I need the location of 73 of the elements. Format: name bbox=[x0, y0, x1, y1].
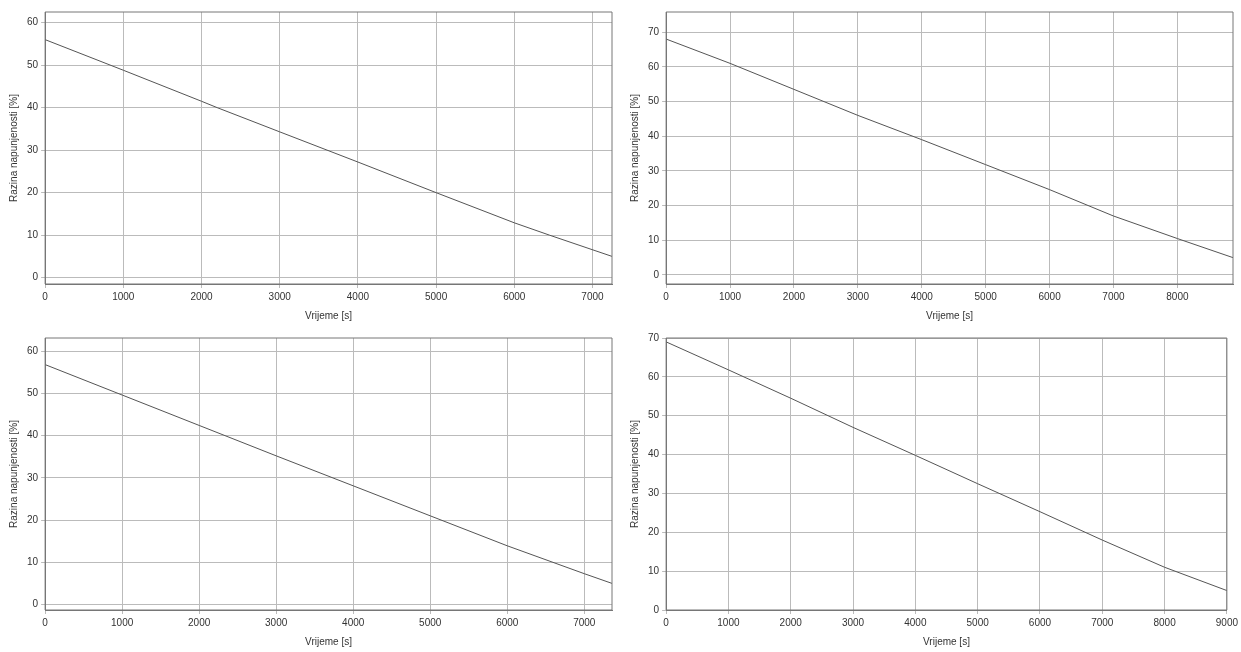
x-tick-label: 1000 bbox=[111, 616, 134, 628]
x-axis-title: Vrijeme [s] bbox=[305, 309, 353, 321]
x-tick-label: 8000 bbox=[1166, 290, 1189, 302]
y-tick-label: 30 bbox=[648, 487, 660, 499]
x-tick-label: 0 bbox=[663, 616, 670, 628]
y-tick-label: 10 bbox=[27, 228, 39, 240]
y-tick-label: 20 bbox=[648, 199, 660, 211]
x-tick-label: 1000 bbox=[718, 290, 742, 302]
x-tick-label: 8000 bbox=[1153, 616, 1177, 628]
y-tick-label: 70 bbox=[648, 331, 660, 343]
x-tick-label: 4000 bbox=[904, 616, 927, 628]
y-axis-title: Razina napunjenosti [%] bbox=[7, 93, 19, 202]
y-tick-label: 50 bbox=[648, 95, 660, 107]
x-tick-label: 4000 bbox=[346, 290, 370, 302]
y-tick-label: 10 bbox=[648, 564, 660, 576]
x-tick-label: 6000 bbox=[1038, 290, 1062, 302]
x-tick-label: 0 bbox=[42, 616, 49, 628]
y-tick-label: 20 bbox=[27, 186, 39, 198]
x-tick-label: 4000 bbox=[342, 616, 365, 628]
y-tick-label: 40 bbox=[27, 429, 39, 441]
x-tick-label: 7000 bbox=[1102, 290, 1126, 302]
x-tick-label: 7000 bbox=[573, 616, 596, 628]
x-tick-label: 6000 bbox=[1028, 616, 1052, 628]
y-tick-label: 70 bbox=[648, 25, 660, 37]
x-tick-label: 4000 bbox=[910, 290, 934, 302]
x-tick-label: 3000 bbox=[841, 616, 865, 628]
x-tick-label: 5000 bbox=[424, 290, 448, 302]
x-tick-label: 2000 bbox=[779, 616, 803, 628]
y-tick-label: 40 bbox=[27, 101, 39, 113]
y-axis-title: Razina napunjenosti [%] bbox=[628, 93, 640, 202]
x-tick-label: 5000 bbox=[966, 616, 990, 628]
y-tick-label: 40 bbox=[648, 129, 660, 141]
x-axis-title: Vrijeme [s] bbox=[926, 309, 974, 321]
x-tick-label: 0 bbox=[663, 290, 670, 302]
x-tick-label: 9000 bbox=[1215, 616, 1239, 628]
x-tick-label: 1000 bbox=[717, 616, 740, 628]
x-tick-label: 2000 bbox=[782, 290, 806, 302]
x-tick-label: 2000 bbox=[188, 616, 211, 628]
y-tick-label: 60 bbox=[27, 344, 39, 356]
x-tick-label: 1000 bbox=[112, 290, 135, 302]
x-tick-label: 6000 bbox=[496, 616, 519, 628]
y-tick-label: 30 bbox=[27, 471, 39, 483]
y-tick-label: 10 bbox=[648, 234, 660, 246]
x-tick-label: 3000 bbox=[265, 616, 288, 628]
x-axis-title: Vrijeme [s] bbox=[305, 635, 353, 647]
x-tick-label: 7000 bbox=[581, 290, 605, 302]
y-tick-label: 30 bbox=[27, 143, 39, 155]
x-tick-label: 3000 bbox=[846, 290, 870, 302]
y-tick-label: 30 bbox=[648, 164, 660, 176]
y-tick-label: 0 bbox=[32, 271, 39, 283]
y-tick-label: 20 bbox=[27, 513, 39, 525]
x-tick-label: 2000 bbox=[190, 290, 214, 302]
y-tick-label: 0 bbox=[653, 268, 660, 280]
y-tick-label: 50 bbox=[27, 58, 39, 70]
y-tick-label: 20 bbox=[648, 526, 660, 538]
x-tick-label: 7000 bbox=[1091, 616, 1114, 628]
x-tick-label: 3000 bbox=[268, 290, 292, 302]
y-axis-title: Razina napunjenosti [%] bbox=[628, 419, 640, 528]
y-tick-label: 50 bbox=[27, 387, 39, 399]
y-tick-label: 40 bbox=[648, 448, 660, 460]
x-axis-title: Vrijeme [s] bbox=[923, 635, 971, 647]
y-tick-label: 60 bbox=[648, 60, 660, 72]
y-tick-label: 0 bbox=[653, 603, 660, 615]
y-axis-title: Razina napunjenosti [%] bbox=[7, 419, 19, 528]
x-tick-label: 5000 bbox=[419, 616, 442, 628]
y-tick-label: 60 bbox=[648, 370, 660, 382]
y-tick-label: 0 bbox=[32, 598, 39, 610]
y-tick-label: 10 bbox=[27, 556, 39, 568]
y-tick-label: 50 bbox=[648, 409, 660, 421]
x-tick-label: 6000 bbox=[503, 290, 526, 302]
x-tick-label: 5000 bbox=[974, 290, 998, 302]
x-tick-label: 0 bbox=[42, 290, 49, 302]
y-tick-label: 60 bbox=[27, 16, 39, 28]
